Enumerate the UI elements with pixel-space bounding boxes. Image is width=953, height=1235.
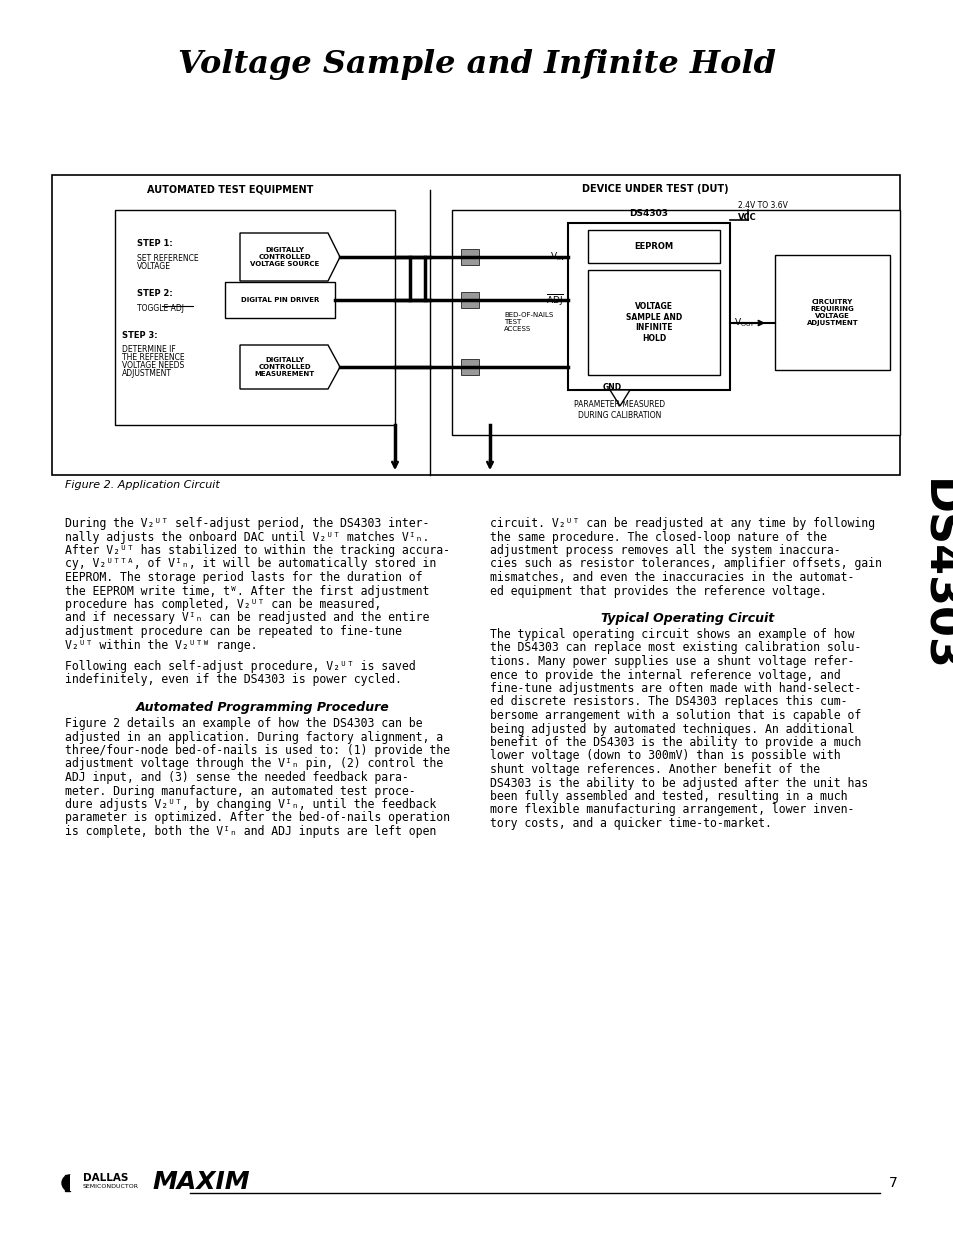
Text: DEVICE UNDER TEST (DUT): DEVICE UNDER TEST (DUT) bbox=[581, 184, 727, 194]
Text: Figure 2 details an example of how the DS4303 can be: Figure 2 details an example of how the D… bbox=[65, 718, 422, 730]
Text: ence to provide the internal reference voltage, and: ence to provide the internal reference v… bbox=[490, 668, 840, 682]
Text: CIRCUITRY
REQUIRING
VOLTAGE
ADJUSTMENT: CIRCUITRY REQUIRING VOLTAGE ADJUSTMENT bbox=[806, 299, 858, 326]
Bar bbox=[70, 1174, 74, 1191]
Text: adjustment voltage through the Vᴵₙ pin, (2) control the: adjustment voltage through the Vᴵₙ pin, … bbox=[65, 757, 442, 771]
Text: being adjusted by automated techniques. An additional: being adjusted by automated techniques. … bbox=[490, 722, 854, 736]
Polygon shape bbox=[240, 345, 339, 389]
Text: DALLAS: DALLAS bbox=[83, 1173, 129, 1183]
Text: DIGITALLY
CONTROLLED
MEASUREMENT: DIGITALLY CONTROLLED MEASUREMENT bbox=[254, 357, 314, 377]
Bar bbox=[65, 1174, 70, 1191]
Text: TOGGLE ADJ: TOGGLE ADJ bbox=[137, 304, 184, 312]
Text: PARAMETER MEASURED
DURING CALIBRATION: PARAMETER MEASURED DURING CALIBRATION bbox=[574, 400, 665, 420]
Text: THE REFERENCE: THE REFERENCE bbox=[122, 353, 185, 362]
Text: SEMICONDUCTOR: SEMICONDUCTOR bbox=[83, 1184, 139, 1189]
Text: cy, V₂ᵁᵀᵀᴬ, of Vᴵₙ, it will be automatically stored in: cy, V₂ᵁᵀᵀᴬ, of Vᴵₙ, it will be automatic… bbox=[65, 557, 436, 571]
Text: the same procedure. The closed-loop nature of the: the same procedure. The closed-loop natu… bbox=[490, 531, 826, 543]
Text: three/four-node bed-of-nails is used to: (1) provide the: three/four-node bed-of-nails is used to:… bbox=[65, 743, 450, 757]
FancyBboxPatch shape bbox=[52, 175, 899, 475]
Text: EEPROM. The storage period lasts for the duration of: EEPROM. The storage period lasts for the… bbox=[65, 571, 422, 584]
Text: 2.4V TO 3.6V: 2.4V TO 3.6V bbox=[738, 200, 787, 210]
Text: mismatches, and even the inaccuracies in the automat-: mismatches, and even the inaccuracies in… bbox=[490, 571, 854, 584]
Text: V₂ᵁᵀ within the V₂ᵁᵀᵂ range.: V₂ᵁᵀ within the V₂ᵁᵀᵂ range. bbox=[65, 638, 257, 652]
FancyBboxPatch shape bbox=[225, 282, 335, 317]
Text: Following each self-adjust procedure, V₂ᵁᵀ is saved: Following each self-adjust procedure, V₂… bbox=[65, 659, 416, 673]
Text: ed equipment that provides the reference voltage.: ed equipment that provides the reference… bbox=[490, 584, 826, 598]
Text: DS4303 is the ability to be adjusted after the unit has: DS4303 is the ability to be adjusted aft… bbox=[490, 777, 867, 789]
Text: STEP 3:: STEP 3: bbox=[122, 331, 157, 340]
Text: fine-tune adjustments are often made with hand-select-: fine-tune adjustments are often made wit… bbox=[490, 682, 861, 695]
Text: nally adjusts the onboard DAC until V₂ᵁᵀ matches Vᴵₙ.: nally adjusts the onboard DAC until V₂ᵁᵀ… bbox=[65, 531, 429, 543]
Text: circuit. V₂ᵁᵀ can be readjusted at any time by following: circuit. V₂ᵁᵀ can be readjusted at any t… bbox=[490, 517, 874, 530]
Text: the EEPROM write time, tᵂ. After the first adjustment: the EEPROM write time, tᵂ. After the fir… bbox=[65, 584, 429, 598]
Text: VOLTAGE: VOLTAGE bbox=[137, 262, 171, 270]
Text: EEPROM: EEPROM bbox=[634, 242, 673, 251]
Text: During the V₂ᵁᵀ self-adjust period, the DS4303 inter-: During the V₂ᵁᵀ self-adjust period, the … bbox=[65, 517, 429, 530]
Text: DS4303: DS4303 bbox=[916, 479, 953, 672]
Text: DETERMINE IF: DETERMINE IF bbox=[122, 345, 175, 354]
Wedge shape bbox=[62, 1174, 70, 1191]
Text: V$_{\rm IN}$: V$_{\rm IN}$ bbox=[549, 251, 563, 263]
Text: DS4303: DS4303 bbox=[629, 209, 668, 217]
Text: bersome arrangement with a solution that is capable of: bersome arrangement with a solution that… bbox=[490, 709, 861, 722]
Text: benefit of the DS4303 is the ability to provide a much: benefit of the DS4303 is the ability to … bbox=[490, 736, 861, 748]
Text: BED-OF-NAILS
TEST
ACCESS: BED-OF-NAILS TEST ACCESS bbox=[503, 312, 553, 332]
Text: cies such as resistor tolerances, amplifier offsets, gain: cies such as resistor tolerances, amplif… bbox=[490, 557, 881, 571]
Text: VOLTAGE
SAMPLE AND
INFINITE
HOLD: VOLTAGE SAMPLE AND INFINITE HOLD bbox=[625, 303, 681, 342]
Text: shunt voltage references. Another benefit of the: shunt voltage references. Another benefi… bbox=[490, 763, 820, 776]
Text: SET REFERENCE: SET REFERENCE bbox=[137, 254, 198, 263]
Text: ADJ input, and (3) sense the needed feedback para-: ADJ input, and (3) sense the needed feed… bbox=[65, 771, 408, 784]
Text: $\overline{\rm ADJ}$: $\overline{\rm ADJ}$ bbox=[546, 291, 563, 308]
Text: more flexible manufacturing arrangement, lower inven-: more flexible manufacturing arrangement,… bbox=[490, 804, 854, 816]
Text: the DS4303 can replace most existing calibration solu-: the DS4303 can replace most existing cal… bbox=[490, 641, 861, 655]
Text: dure adjusts V₂ᵁᵀ, by changing Vᴵₙ, until the feedback: dure adjusts V₂ᵁᵀ, by changing Vᴵₙ, unti… bbox=[65, 798, 436, 811]
Text: The typical operating circuit shows an example of how: The typical operating circuit shows an e… bbox=[490, 629, 854, 641]
Text: 7: 7 bbox=[887, 1176, 897, 1191]
Text: VOLTAGE NEEDS: VOLTAGE NEEDS bbox=[122, 361, 184, 370]
Polygon shape bbox=[240, 233, 339, 282]
FancyBboxPatch shape bbox=[452, 210, 899, 435]
Text: Typical Operating Circuit: Typical Operating Circuit bbox=[600, 613, 773, 625]
Text: procedure has completed, V₂ᵁᵀ can be measured,: procedure has completed, V₂ᵁᵀ can be mea… bbox=[65, 598, 381, 611]
Text: indefinitely, even if the DS4303 is power cycled.: indefinitely, even if the DS4303 is powe… bbox=[65, 673, 401, 687]
Text: GND: GND bbox=[602, 383, 621, 391]
Text: Automated Programming Procedure: Automated Programming Procedure bbox=[135, 701, 389, 714]
Text: is complete, both the Vᴵₙ and ADJ inputs are left open: is complete, both the Vᴵₙ and ADJ inputs… bbox=[65, 825, 436, 839]
Text: STEP 1:: STEP 1: bbox=[137, 240, 172, 248]
Text: adjustment procedure can be repeated to fine-tune: adjustment procedure can be repeated to … bbox=[65, 625, 401, 638]
FancyBboxPatch shape bbox=[587, 270, 720, 375]
Text: tions. Many power supplies use a shunt voltage refer-: tions. Many power supplies use a shunt v… bbox=[490, 655, 854, 668]
Text: VCC: VCC bbox=[738, 212, 756, 221]
Polygon shape bbox=[609, 390, 629, 406]
Text: MAXIM: MAXIM bbox=[152, 1170, 250, 1194]
Text: tory costs, and a quicker time-to-market.: tory costs, and a quicker time-to-market… bbox=[490, 818, 771, 830]
Text: Figure 2. Application Circuit: Figure 2. Application Circuit bbox=[65, 480, 219, 490]
Text: DIGITALLY
CONTROLLED
VOLTAGE SOURCE: DIGITALLY CONTROLLED VOLTAGE SOURCE bbox=[250, 247, 319, 267]
Text: been fully assembled and tested, resulting in a much: been fully assembled and tested, resulti… bbox=[490, 790, 846, 803]
Text: V$_{\rm OUT}$: V$_{\rm OUT}$ bbox=[733, 316, 755, 330]
Text: STEP 2:: STEP 2: bbox=[137, 289, 172, 299]
FancyBboxPatch shape bbox=[460, 291, 478, 308]
FancyBboxPatch shape bbox=[115, 210, 395, 425]
Text: and if necessary Vᴵₙ can be readjusted and the entire: and if necessary Vᴵₙ can be readjusted a… bbox=[65, 611, 429, 625]
FancyBboxPatch shape bbox=[774, 254, 889, 370]
Wedge shape bbox=[70, 1174, 78, 1191]
Text: parameter is optimized. After the bed-of-nails operation: parameter is optimized. After the bed-of… bbox=[65, 811, 450, 825]
FancyBboxPatch shape bbox=[460, 249, 478, 266]
Text: meter. During manufacture, an automated test proce-: meter. During manufacture, an automated … bbox=[65, 784, 416, 798]
Text: Voltage Sample and Infinite Hold: Voltage Sample and Infinite Hold bbox=[178, 49, 775, 80]
Text: ADJUSTMENT: ADJUSTMENT bbox=[122, 369, 172, 378]
FancyBboxPatch shape bbox=[587, 230, 720, 263]
Text: adjusted in an application. During factory alignment, a: adjusted in an application. During facto… bbox=[65, 730, 442, 743]
Text: adjustment process removes all the system inaccura-: adjustment process removes all the syste… bbox=[490, 543, 840, 557]
Text: AUTOMATED TEST EQUIPMENT: AUTOMATED TEST EQUIPMENT bbox=[147, 184, 313, 194]
FancyBboxPatch shape bbox=[460, 359, 478, 375]
FancyBboxPatch shape bbox=[567, 224, 729, 390]
Text: lower voltage (down to 300mV) than is possible with: lower voltage (down to 300mV) than is po… bbox=[490, 750, 840, 762]
Text: ed discrete resistors. The DS4303 replaces this cum-: ed discrete resistors. The DS4303 replac… bbox=[490, 695, 846, 709]
Text: After V₂ᵁᵀ has stabilized to within the tracking accura-: After V₂ᵁᵀ has stabilized to within the … bbox=[65, 543, 450, 557]
Text: DIGITAL PIN DRIVER: DIGITAL PIN DRIVER bbox=[240, 296, 319, 303]
